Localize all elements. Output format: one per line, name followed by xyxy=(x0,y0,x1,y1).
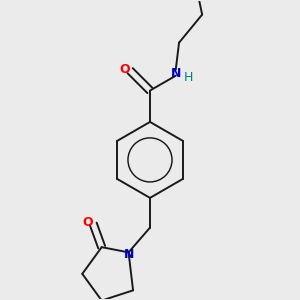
Text: H: H xyxy=(184,71,193,84)
Text: N: N xyxy=(171,67,181,80)
Text: N: N xyxy=(124,248,134,260)
Text: O: O xyxy=(119,63,130,76)
Text: O: O xyxy=(82,216,93,229)
